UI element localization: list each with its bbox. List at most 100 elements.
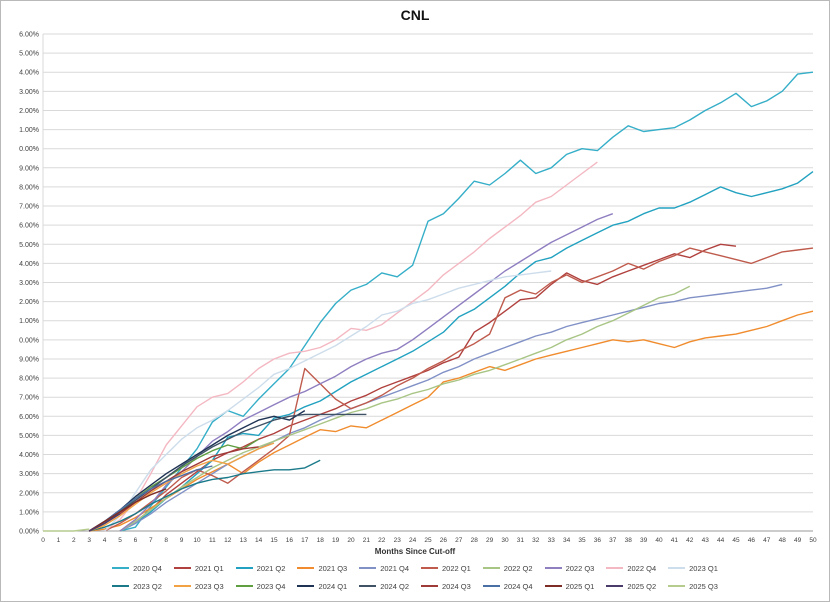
x-tick-label: 33 (548, 537, 556, 544)
x-tick-label: 6 (134, 537, 138, 544)
x-tick-label: 26 (440, 537, 448, 544)
legend-label: 2025 Q3 (689, 581, 718, 591)
legend-label: 2021 Q1 (194, 563, 224, 573)
x-tick-label: 40 (655, 537, 663, 544)
y-tick-label: 2.00% (19, 108, 39, 115)
legend-item-2023-Q3[interactable]: 2023 Q3 (173, 582, 224, 591)
legend-swatch (482, 567, 500, 569)
y-tick-label: 1.00% (19, 127, 39, 134)
y-tick-label: 3.00% (19, 280, 39, 287)
legend-swatch (297, 585, 315, 587)
x-tick-label: 49 (794, 537, 802, 544)
y-tick-label: 9.00% (19, 356, 39, 363)
y-tick-label: 0.00% (19, 337, 39, 344)
legend-item-2021-Q4[interactable]: 2021 Q4 (359, 564, 409, 573)
x-tick-label: 50 (809, 537, 817, 544)
legend-swatch (421, 567, 438, 569)
x-tick-label: 20 (347, 537, 355, 544)
legend-label: 2024 Q4 (503, 581, 533, 591)
legend-swatch (112, 585, 130, 587)
legend-item-2023-Q1[interactable]: 2023 Q1 (668, 564, 718, 573)
legend-item-2025-Q2[interactable]: 2025 Q2 (606, 582, 656, 591)
series-line-2020-Q4 (119, 71, 814, 532)
legend-item-2024-Q4[interactable]: 2024 Q4 (482, 581, 533, 591)
series-line-2021-Q4 (119, 283, 783, 532)
legend-swatch (235, 567, 253, 569)
legend-item-2024-Q2[interactable]: 2024 Q2 (359, 582, 409, 591)
x-tick-label: 21 (363, 537, 371, 544)
legend-item-2025-Q3[interactable]: 2025 Q3 (668, 582, 718, 591)
series-line-2022-Q4 (104, 161, 598, 532)
legend-label: 2023 Q4 (256, 581, 286, 591)
x-tick-label: 7 (149, 537, 153, 544)
series-line-2021-Q1 (119, 243, 737, 532)
legend-swatch (173, 567, 191, 569)
y-tick-label: 5.00% (19, 242, 39, 249)
legend-swatch (668, 567, 686, 569)
plot-area: 6.00% 5.00% 4.00% 3.00% 2.00% 1.00% 0.00% 9.00%… (19, 32, 817, 545)
legend-item-2023-Q4[interactable]: 2023 Q4 (235, 581, 286, 591)
legend-swatch (359, 585, 377, 587)
legend-label: 2024 Q1 (318, 581, 348, 591)
y-tick-label: 1.00% (19, 509, 39, 516)
series-line-2022-Q2 (119, 285, 691, 532)
x-tick-label: 36 (594, 537, 602, 544)
legend-item-2024-Q1[interactable]: 2024 Q1 (297, 582, 347, 591)
x-tick-label: 8 (164, 537, 168, 544)
legend-item-2021-Q3[interactable]: 2021 Q3 (297, 564, 347, 573)
y-tick-label: 1.00% (19, 318, 39, 325)
x-tick-label: 47 (763, 537, 771, 544)
x-tick-label: 2 (72, 537, 76, 544)
x-tick-label: 39 (640, 537, 648, 544)
legend-item-2022-Q3[interactable]: 2022 Q3 (544, 564, 594, 573)
legend-swatch (544, 585, 562, 587)
y-tick-label: 6.00% (19, 414, 39, 421)
x-tick-label: 16 (286, 537, 294, 544)
series-line-2023-Q1 (104, 270, 552, 532)
legend-swatch (606, 567, 624, 569)
y-tick-label: 8.00% (19, 376, 39, 383)
legend-item-2022-Q1[interactable]: 2022 Q1 (421, 564, 471, 573)
series-line-2025-Q3 (43, 528, 90, 532)
legend-row-1: 2020 Q4 2021 Q1 2021 Q2 2021 Q3 2021 Q4 2022 … (1, 559, 829, 577)
y-tick-label: 2.00% (19, 490, 39, 497)
y-tick-label: 6.00% (19, 223, 39, 230)
x-tick-label: 46 (748, 537, 756, 544)
series-line-2023-Q3 (88, 442, 275, 532)
x-tick-label: 10 (193, 537, 201, 544)
legend-item-2025-Q1[interactable]: 2025 Q1 (544, 582, 594, 591)
y-tick-label: 5.00% (19, 433, 39, 440)
x-tick-label: 17 (301, 537, 309, 544)
x-tick-label: 15 (270, 537, 278, 544)
legend-item-2024-Q3[interactable]: 2024 Q3 (421, 582, 471, 591)
legend-label: 2021 Q3 (318, 563, 348, 573)
legend-label: 2021 Q4 (380, 563, 409, 573)
legend-item-2021-Q2[interactable]: 2021 Q2 (235, 564, 285, 573)
x-tick-label: 44 (717, 537, 725, 544)
y-tick-label: 5.00% (19, 51, 39, 58)
x-tick-label: 45 (732, 537, 740, 544)
legend-label: 2023 Q2 (133, 581, 162, 591)
y-tick-label: 0.00% (19, 146, 39, 153)
x-tick-label: 3 (87, 537, 91, 544)
x-tick-label: 38 (625, 537, 633, 544)
y-tick-label: 4.00% (19, 452, 39, 459)
legend-label: 2022 Q1 (442, 563, 471, 573)
legend-label: 2020 Q4 (133, 563, 162, 573)
x-tick-label: 25 (424, 537, 432, 544)
x-tick-label: 34 (563, 537, 571, 544)
y-tick-label: 8.00% (19, 184, 39, 191)
legend-swatch (359, 567, 377, 569)
legend-item-2022-Q4[interactable]: 2022 Q4 (606, 564, 656, 573)
legend-item-2022-Q2[interactable]: 2022 Q2 (482, 563, 533, 573)
legend-swatch (544, 567, 562, 569)
legend: 2020 Q4 2021 Q1 2021 Q2 2021 Q3 2021 Q4 2022 … (1, 559, 829, 595)
y-tick-label: 3.00% (19, 471, 39, 478)
x-tick-label: 19 (332, 537, 340, 544)
legend-label: 2022 Q2 (503, 563, 533, 573)
legend-item-2021-Q1[interactable]: 2021 Q1 (173, 563, 224, 573)
legend-item-2020-Q4[interactable]: 2020 Q4 (112, 564, 162, 573)
legend-item-2023-Q2[interactable]: 2023 Q2 (112, 582, 162, 591)
legend-swatch (235, 585, 253, 587)
